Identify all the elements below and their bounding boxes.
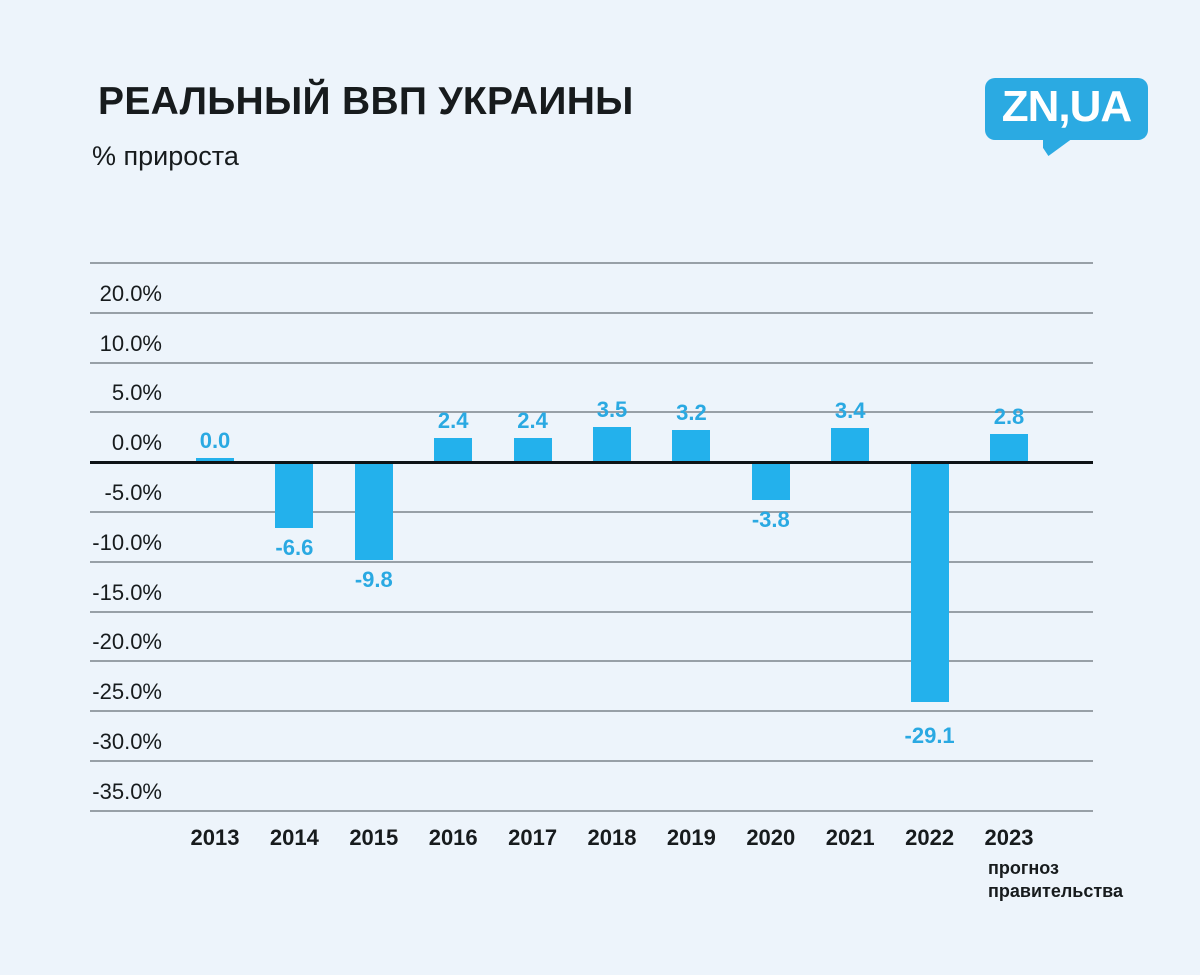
y-axis-label: 5.0% xyxy=(111,380,162,406)
x-axis-label-2017: 2017 xyxy=(508,825,558,850)
bar-2013 xyxy=(196,458,234,464)
x-axis-label-2021: 2021 xyxy=(825,825,875,850)
bar-2017 xyxy=(513,438,552,463)
x-axis-label-2018: 2018 xyxy=(587,825,637,850)
bar-value-label: -9.8 xyxy=(354,566,393,592)
bar-2023 xyxy=(990,434,1028,463)
gridline xyxy=(90,660,1093,663)
bar-2014 xyxy=(275,462,314,528)
forecast-note-line2: правительства xyxy=(988,881,1123,901)
gridline xyxy=(90,560,1093,563)
y-axis-label: -30.0% xyxy=(92,729,162,754)
bar-2021 xyxy=(831,428,870,463)
x-axis-label-2019: 2019 xyxy=(666,825,716,850)
bar-value-label: -3.8 xyxy=(751,507,790,533)
bar-value-label: 2.8 xyxy=(993,404,1025,430)
gridline xyxy=(90,511,1093,513)
bar-value-label: 3.5 xyxy=(596,397,628,423)
chart-subtitle: % прироста xyxy=(92,141,239,171)
y-axis-label: -35.0% xyxy=(92,778,162,804)
bar-2022 xyxy=(910,462,949,703)
bar-2019 xyxy=(672,430,711,463)
gridline xyxy=(90,710,1093,713)
gridline xyxy=(90,610,1093,613)
bar-2018 xyxy=(593,427,631,463)
gridline xyxy=(90,760,1093,762)
znua-logo: ZN,UA xyxy=(985,78,1148,140)
y-axis-label: -25.0% xyxy=(92,679,162,705)
bar-value-label: 3.4 xyxy=(834,398,866,424)
bar-2020 xyxy=(751,462,790,501)
y-axis-label: 20.0% xyxy=(99,280,162,306)
y-axis-label: -10.0% xyxy=(92,529,162,555)
chart-title: РЕАЛЬНЫЙ ВВП УКРАИНЫ xyxy=(98,80,634,123)
forecast-note-line1: прогноз xyxy=(988,858,1059,878)
x-axis-label-2020: 2020 xyxy=(746,825,796,850)
gridline xyxy=(90,361,1093,364)
bar-value-label: 2.4 xyxy=(517,408,548,434)
gridline xyxy=(90,809,1093,812)
y-axis-label: -20.0% xyxy=(92,629,162,655)
x-axis-label-2016: 2016 xyxy=(428,825,478,850)
y-axis-label: -15.0% xyxy=(92,579,162,605)
y-axis-label: 0.0% xyxy=(111,430,162,456)
x-axis-label-2013: 2013 xyxy=(190,825,240,850)
znua-logo-text: ZN,UA xyxy=(1001,82,1132,131)
znua-logo-speech-tail-icon xyxy=(1043,138,1073,156)
bar-value-label: 0.0 xyxy=(199,428,231,454)
bar-value-label: -29.1 xyxy=(904,723,955,749)
gridline xyxy=(90,311,1093,314)
y-axis-label: 10.0% xyxy=(99,330,162,356)
x-axis-label-2023: 2023 xyxy=(984,825,1034,850)
bar-2015 xyxy=(354,462,393,560)
x-axis-label-2015: 2015 xyxy=(349,825,399,850)
gridline xyxy=(90,411,1093,414)
bar-value-label: 3.2 xyxy=(676,400,707,426)
x-axis-label-2022: 2022 xyxy=(905,825,955,850)
bar-2016 xyxy=(434,438,473,463)
x-axis-forecast-note: прогноз правительства xyxy=(988,857,1123,903)
zero-axis-line xyxy=(90,461,1093,465)
gridline xyxy=(90,262,1093,264)
x-axis-label-2014: 2014 xyxy=(269,825,319,850)
y-axis-label: -5.0% xyxy=(104,480,162,505)
bar-value-label: 2.4 xyxy=(437,408,469,434)
bar-value-label: -6.6 xyxy=(275,534,314,560)
